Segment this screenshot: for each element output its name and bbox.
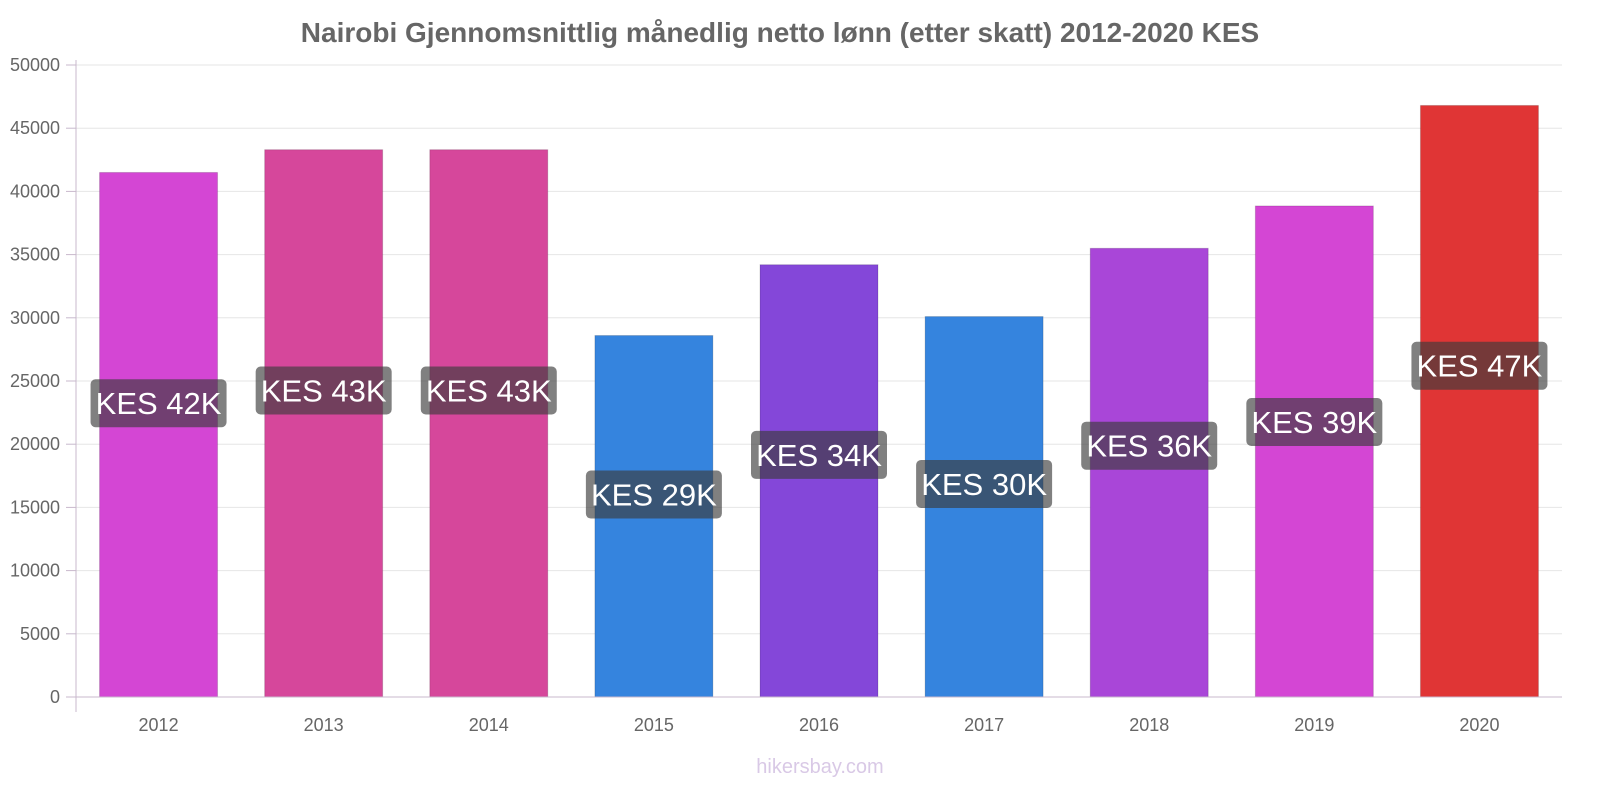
bar-2020	[1419, 104, 1539, 698]
y-tick-label: 30000	[10, 308, 60, 328]
y-tick-label: 40000	[10, 181, 60, 201]
data-label-box	[1246, 398, 1383, 447]
x-tick-label: 2012	[139, 715, 179, 735]
x-tick-label: 2017	[964, 715, 1004, 735]
x-tick-label: 2016	[799, 715, 839, 735]
data-label-box	[1411, 341, 1548, 390]
bar-2019	[1254, 205, 1374, 698]
bar-2013	[264, 149, 384, 698]
x-tick-label: 2015	[634, 715, 674, 735]
data-label: KES 42K	[96, 386, 222, 421]
chart-title: Nairobi Gjennomsnittlig månedlig netto l…	[301, 17, 1259, 48]
bar-2018	[1089, 247, 1209, 698]
y-tick-label: 25000	[10, 371, 60, 391]
data-label-box	[585, 470, 722, 519]
bar-2016	[759, 264, 879, 698]
data-label: KES 39K	[1251, 405, 1377, 440]
y-tick-label: 15000	[10, 497, 60, 517]
data-label: KES 29K	[591, 478, 717, 513]
y-tick-label: 0	[50, 687, 60, 707]
data-label-box	[90, 379, 227, 428]
data-label: KES 47K	[1417, 349, 1543, 384]
data-label-box	[255, 366, 392, 415]
bar-2012	[99, 171, 219, 698]
x-tick-label: 2020	[1459, 715, 1499, 735]
bar-2014	[429, 149, 549, 698]
data-label-box	[420, 366, 557, 415]
footer-watermark: hikersbay.com	[756, 756, 883, 778]
data-label-box	[751, 430, 887, 479]
y-tick-label: 45000	[10, 118, 60, 138]
y-tick-label: 35000	[10, 245, 60, 265]
x-tick-label: 2018	[1129, 715, 1169, 735]
data-label: KES 34K	[756, 438, 882, 473]
y-tick-label: 50000	[10, 55, 60, 75]
data-label-box	[916, 459, 1053, 508]
data-label: KES 43K	[426, 374, 552, 409]
y-tick-label: 5000	[20, 624, 60, 644]
x-tick-label: 2013	[304, 715, 344, 735]
data-label: KES 36K	[1086, 429, 1212, 464]
y-tick-label: 10000	[10, 561, 60, 581]
x-tick-label: 2019	[1294, 715, 1334, 735]
data-label-box	[1081, 421, 1218, 470]
x-tick-label: 2014	[469, 715, 509, 735]
data-label: KES 30K	[921, 467, 1047, 502]
data-label: KES 43K	[261, 374, 387, 409]
y-tick-label: 20000	[10, 434, 60, 454]
